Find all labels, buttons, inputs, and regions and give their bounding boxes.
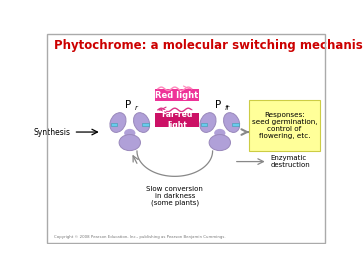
Ellipse shape bbox=[224, 113, 240, 132]
Text: Synthesis: Synthesis bbox=[34, 127, 71, 136]
FancyBboxPatch shape bbox=[155, 89, 199, 101]
FancyBboxPatch shape bbox=[232, 123, 239, 126]
Text: P: P bbox=[215, 100, 221, 110]
Text: Enzymatic
destruction: Enzymatic destruction bbox=[270, 155, 310, 168]
FancyBboxPatch shape bbox=[142, 123, 149, 126]
Text: P: P bbox=[125, 100, 131, 110]
Text: Far-red
light: Far-red light bbox=[161, 110, 193, 130]
Text: Copyright © 2008 Pearson Education, Inc., publishing as Pearson Benjamin Cumming: Copyright © 2008 Pearson Education, Inc.… bbox=[54, 235, 225, 239]
Ellipse shape bbox=[134, 113, 150, 132]
FancyBboxPatch shape bbox=[155, 113, 199, 127]
Text: Phytochrome: a molecular switching mechanism: Phytochrome: a molecular switching mecha… bbox=[54, 39, 363, 52]
Circle shape bbox=[119, 135, 140, 151]
Ellipse shape bbox=[214, 129, 225, 137]
Text: Red light: Red light bbox=[155, 91, 199, 100]
Ellipse shape bbox=[110, 113, 126, 132]
Text: Slow conversion
in darkness
(some plants): Slow conversion in darkness (some plants… bbox=[146, 186, 203, 206]
Ellipse shape bbox=[124, 129, 135, 137]
Ellipse shape bbox=[200, 113, 216, 132]
Text: Responses:
seed germination,
control of
flowering, etc.: Responses: seed germination, control of … bbox=[252, 112, 317, 139]
FancyBboxPatch shape bbox=[201, 123, 207, 126]
Text: r: r bbox=[135, 105, 138, 111]
FancyBboxPatch shape bbox=[249, 100, 320, 151]
Text: fr: fr bbox=[225, 105, 231, 111]
Circle shape bbox=[209, 135, 231, 151]
FancyBboxPatch shape bbox=[111, 123, 117, 126]
